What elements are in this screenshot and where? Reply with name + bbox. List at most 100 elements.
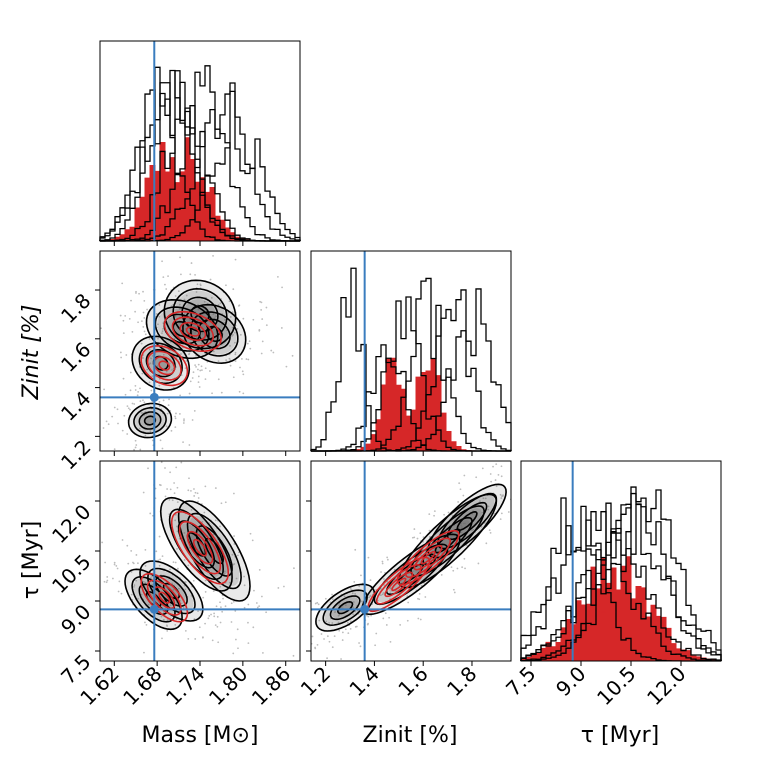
x-tick-label-z_init-1: 1.4: [344, 662, 383, 701]
scatter-point-tau_vs_z_init-1: [380, 571, 382, 573]
scatter-point-tau_vs_z_init-0: [383, 578, 385, 580]
x-axis-label-tau: τ [Myr]: [581, 723, 659, 748]
scatter-point-tau_vs_z_init-2: [461, 566, 464, 569]
scatter-point-z_init_vs_mass-4: [249, 347, 252, 350]
scatter-point-tau_vs_z_init-3: [523, 483, 525, 485]
scatter-point-z_init_vs_mass-1: [140, 342, 143, 345]
scatter-point-tau_vs_z_init-0: [337, 614, 340, 617]
scatter-point-z_init_vs_mass-4: [239, 366, 241, 369]
scatter-point-tau_vs_z_init-1: [411, 536, 414, 539]
scatter-point-z_init_vs_mass-3: [180, 273, 182, 276]
scatter-point-z_init_vs_mass-0: [116, 408, 119, 411]
scatter-point-tau_vs_mass-3: [236, 628, 239, 631]
scatter-point-z_init_vs_mass-3: [209, 278, 212, 281]
scatter-point-z_init_vs_mass-0: [174, 417, 177, 420]
scatter-point-tau_vs_mass-0: [145, 623, 148, 626]
scatter-point-z_init_vs_mass-3: [285, 365, 288, 368]
scatter-point-tau_vs_z_init-1: [417, 617, 420, 620]
scatter-point-z_init_vs_mass-0: [127, 407, 130, 410]
scatter-point-z_init_vs_mass-3: [234, 258, 237, 261]
scatter-point-z_init_vs_mass-2: [146, 308, 148, 311]
scatter-point-tau_vs_mass-1: [121, 539, 124, 541]
scatter-point-z_init_vs_mass-0: [121, 429, 124, 432]
scatter-point-z_init_vs_mass-0: [111, 415, 114, 418]
scatter-point-z_init_vs_mass-2: [179, 256, 181, 259]
scatter-point-z_init_vs_mass-4: [272, 351, 275, 354]
scatter-point-z_init_vs_mass-3: [161, 330, 164, 333]
scatter-point-tau_vs_mass-0: [115, 565, 118, 567]
scatter-point-tau_vs_mass-2: [173, 482, 176, 484]
scatter-point-z_init_vs_mass-4: [252, 318, 255, 321]
scatter-point-tau_vs_mass-3: [231, 553, 234, 556]
scatter-point-tau_vs_mass-0: [95, 576, 97, 578]
scatter-point-z_init_vs_mass-2: [158, 315, 161, 318]
scatter-point-tau_vs_mass-0: [132, 585, 135, 588]
scatter-point-z_init_vs_mass-0: [126, 433, 129, 435]
scatter-point-z_init_vs_mass-1: [184, 367, 187, 369]
scatter-point-tau_vs_z_init-0: [354, 593, 357, 595]
scatter-point-tau_vs_z_init-0: [366, 614, 368, 617]
scatter-point-tau_vs_z_init-0: [352, 613, 355, 616]
hist-line-tau-5: [520, 486, 722, 662]
scatter-point-tau_vs_z_init-3: [422, 536, 425, 539]
scatter-point-tau_vs_mass-0: [137, 562, 139, 565]
scatter-point-z_init_vs_mass-2: [143, 317, 146, 319]
scatter-point-z_init_vs_mass-2: [228, 357, 231, 360]
scatter-point-tau_vs_mass-1: [172, 561, 175, 563]
scatter-point-tau_vs_mass-1: [161, 555, 164, 558]
y-tick-label-z_init-3: 1.8: [56, 289, 95, 328]
scatter-point-tau_vs_mass-3: [237, 551, 240, 554]
scatter-point-tau_vs_z_init-3: [516, 497, 518, 499]
scatter-point-z_init_vs_mass-3: [259, 300, 262, 303]
scatter-point-tau_vs_z_init-3: [513, 418, 515, 420]
scatter-point-tau_vs_z_init-1: [358, 585, 361, 588]
scatter-point-tau_vs_z_init-0: [361, 600, 363, 603]
scatter-point-z_init_vs_mass-2: [122, 319, 125, 322]
scatter-point-tau_vs_z_init-2: [450, 537, 452, 539]
scatter-point-tau_vs_mass-3: [243, 584, 246, 587]
hist-line-tau-2: [520, 547, 722, 661]
scatter-point-z_init_vs_mass-1: [119, 351, 122, 354]
contour-red-tau_vs_z_init-1-0: [396, 529, 460, 586]
scatter-point-z_init_vs_mass-3: [201, 333, 204, 335]
scatter-point-tau_vs_mass-3: [292, 654, 295, 657]
x-tick-label-tau-3: 12.0: [642, 662, 690, 710]
scatter-point-z_init_vs_mass-2: [190, 262, 193, 264]
scatter-point-tau_vs_z_init-3: [535, 472, 537, 474]
scatter-point-tau_vs_mass-1: [182, 606, 185, 609]
scatter-point-z_init_vs_mass-4: [197, 368, 199, 371]
scatter-point-tau_vs_mass-2: [262, 652, 264, 654]
scatter-point-z_init_vs_mass-2: [100, 327, 102, 330]
truth-point-tau_vs_mass: [149, 604, 159, 614]
scatter-point-tau_vs_mass-2: [223, 572, 226, 575]
x-tick-label-tau-2: 10.5: [592, 662, 640, 710]
scatter-point-tau_vs_z_init-0: [328, 622, 330, 624]
scatter-point-tau_vs_mass-2: [164, 495, 167, 498]
scatter-point-z_init_vs_mass-1: [134, 384, 137, 387]
contour-black-z_init_vs_mass-4-2: [197, 318, 231, 350]
scatter-point-z_init_vs_mass-1: [191, 377, 194, 379]
scatter-point-tau_vs_mass-2: [169, 471, 172, 474]
scatter-point-tau_vs_mass-2: [222, 597, 224, 600]
scatter-point-z_init_vs_mass-1: [162, 353, 165, 356]
scatter-point-tau_vs_z_init-3: [538, 462, 540, 464]
scatter-point-tau_vs_mass-0: [144, 564, 147, 567]
scatter-point-z_init_vs_mass-4: [291, 354, 294, 357]
scatter-point-z_init_vs_mass-3: [247, 358, 250, 361]
scatter-point-tau_vs_z_init-0: [288, 620, 290, 622]
scatter-point-z_init_vs_mass-0: [138, 427, 141, 430]
scatter-point-tau_vs_mass-1: [158, 564, 161, 567]
scatter-point-tau_vs_z_init-0: [291, 644, 293, 646]
scatter-point-tau_vs_z_init-2: [481, 467, 484, 470]
scatter-point-tau_vs_z_init-2: [341, 631, 344, 634]
scatter-point-tau_vs_z_init-2: [494, 479, 497, 481]
scatter-point-z_init_vs_mass-1: [146, 368, 149, 371]
scatter-point-tau_vs_z_init-1: [331, 622, 334, 624]
scatter-point-tau_vs_mass-1: [169, 568, 171, 571]
scatter-point-z_init_vs_mass-0: [162, 399, 165, 402]
scatter-point-z_init_vs_mass-1: [150, 357, 153, 360]
density-fill-tau_vs_z_init-3-0: [428, 484, 507, 558]
contour-black-z_init_vs_mass-3-1: [172, 287, 228, 341]
scatter-point-tau_vs_mass-0: [211, 639, 214, 642]
scatter-point-tau_vs_z_init-0: [334, 610, 337, 613]
